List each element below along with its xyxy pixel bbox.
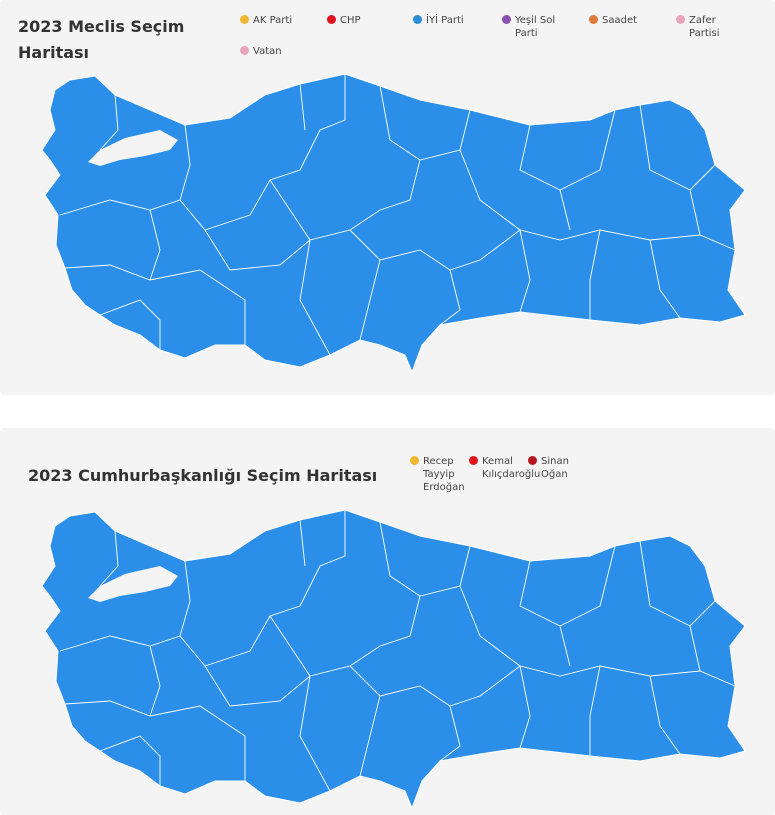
legend-dot-icon bbox=[502, 15, 511, 24]
legend-ogan[interactable]: Sinan Oğan bbox=[528, 455, 573, 481]
parliament-map-title: 2023 Meclis Seçim Haritası bbox=[18, 14, 184, 66]
presidential-map-card: 2023 Cumhurbaşkanlığı Seçim Haritası Rec… bbox=[0, 428, 775, 815]
legend-ak-parti[interactable]: AK Parti bbox=[240, 14, 292, 27]
legend-vatan[interactable]: Vatan bbox=[240, 45, 282, 58]
legend-dot-icon bbox=[327, 15, 336, 24]
legend-label: AK Parti bbox=[253, 15, 293, 26]
legend-dot-icon bbox=[528, 456, 537, 465]
legend-yesil-sol-parti[interactable]: Yeşil Sol Parti bbox=[502, 14, 562, 40]
legend-kilicdaroglu[interactable]: Kemal Kılıçdaroğlu bbox=[469, 455, 541, 481]
legend-dot-icon bbox=[240, 46, 249, 55]
legend-label: Vatan bbox=[253, 46, 282, 57]
legend-iyi-parti[interactable]: İYİ Parti bbox=[413, 14, 464, 27]
title-line: 2023 Meclis Seçim bbox=[18, 17, 185, 36]
legend-dot-icon bbox=[240, 15, 249, 24]
legend-label: Recep Tayyip Erdoğan bbox=[423, 456, 465, 493]
legend-dot-icon bbox=[676, 15, 685, 24]
legend-label: Zafer Partisi bbox=[689, 15, 720, 39]
presidential-map-title: 2023 Cumhurbaşkanlığı Seçim Haritası bbox=[28, 466, 378, 485]
legend-label: Kemal Kılıçdaroğlu bbox=[482, 456, 541, 480]
legend-label: İYİ Parti bbox=[426, 15, 464, 26]
legend-dot-icon bbox=[469, 456, 478, 465]
legend-saadet[interactable]: Saadet bbox=[589, 14, 637, 27]
parliament-map-card: 2023 Meclis Seçim Haritası AK Parti CHP … bbox=[0, 0, 775, 395]
legend-label: CHP bbox=[340, 15, 361, 26]
legend-erdogan[interactable]: Recep Tayyip Erdoğan bbox=[410, 455, 465, 494]
legend-label: Yeşil Sol Parti bbox=[515, 15, 556, 39]
legend-chp[interactable]: CHP bbox=[327, 14, 361, 27]
legend-dot-icon bbox=[589, 15, 598, 24]
legend-dot-icon bbox=[413, 15, 422, 24]
legend-label: Saadet bbox=[602, 15, 638, 26]
legend-zafer-partisi[interactable]: Zafer Partisi bbox=[676, 14, 731, 40]
title-line: Haritası bbox=[18, 43, 90, 62]
legend-dot-icon bbox=[410, 456, 419, 465]
legend-label: Sinan Oğan bbox=[541, 456, 569, 480]
